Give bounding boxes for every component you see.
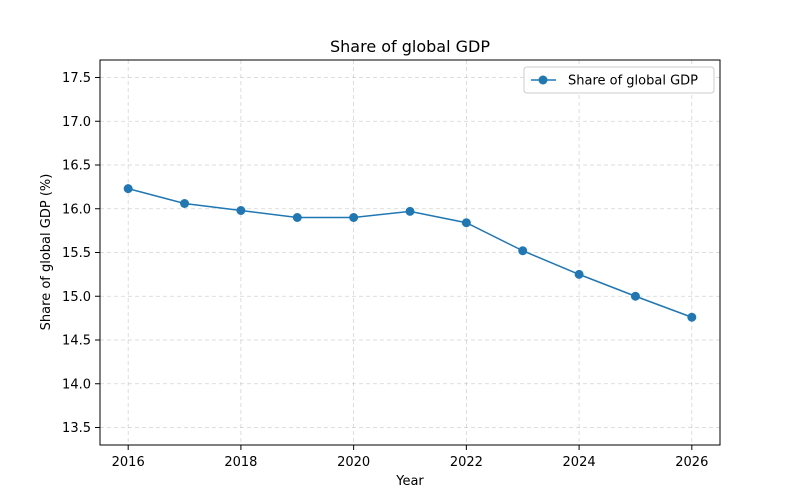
data-point — [574, 269, 584, 279]
x-tick-label: 2020 — [337, 455, 370, 470]
grid — [100, 60, 720, 445]
y-axis-title: Share of global GDP (%) — [39, 174, 54, 331]
data-point — [236, 206, 246, 215]
x-tick-label: 2018 — [224, 455, 257, 470]
data-point — [518, 246, 528, 256]
data-point — [349, 213, 359, 222]
data-point — [687, 312, 697, 322]
x-tick-label: 2016 — [112, 455, 145, 470]
y-tick-label: 16.5 — [62, 159, 91, 174]
data-point — [405, 206, 415, 216]
y-axis: 13.5 14.0 14.5 15.0 15.5 16.0 16.5 17.0 17.5 — [62, 71, 100, 436]
y-tick-label: 17.0 — [62, 115, 91, 130]
series-group — [123, 184, 697, 322]
x-tick-label: 2022 — [450, 455, 483, 470]
data-point — [123, 184, 133, 194]
y-tick-label: 17.5 — [62, 71, 91, 86]
y-tick-label: 14.5 — [62, 334, 91, 349]
y-tick-label: 14.0 — [62, 377, 91, 392]
x-axis: 2016 2018 2020 2022 2024 2026 — [112, 445, 708, 470]
y-tick-label: 16.0 — [62, 202, 91, 217]
legend-box — [523, 66, 715, 94]
data-point — [461, 218, 471, 228]
data-point — [180, 199, 190, 208]
chart-title: Share of global GDP — [330, 37, 490, 56]
y-tick-label: 13.5 — [62, 421, 91, 436]
data-point — [630, 291, 640, 301]
y-tick-label: 15.0 — [62, 290, 91, 305]
data-point — [292, 213, 302, 222]
legend-marker — [538, 75, 548, 85]
x-axis-title: Year — [395, 474, 424, 489]
legend: Share of global GDP — [523, 66, 715, 94]
x-tick-label: 2026 — [675, 455, 708, 470]
legend-label: Share of global GDP — [568, 74, 698, 89]
x-tick-label: 2024 — [563, 455, 596, 470]
y-tick-label: 15.5 — [62, 246, 91, 261]
